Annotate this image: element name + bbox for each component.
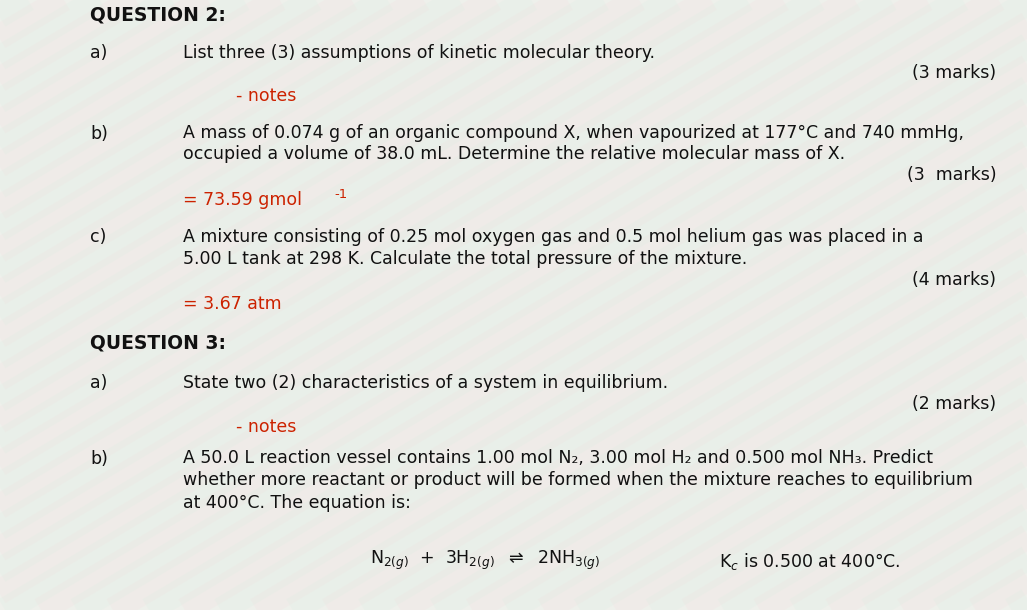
Text: List three (3) assumptions of kinetic molecular theory.: List three (3) assumptions of kinetic mo… bbox=[183, 44, 655, 62]
Text: (2 marks): (2 marks) bbox=[912, 395, 996, 413]
Text: at 400°C. The equation is:: at 400°C. The equation is: bbox=[183, 493, 411, 512]
Text: c): c) bbox=[90, 228, 107, 246]
Text: (3  marks): (3 marks) bbox=[907, 166, 996, 184]
Text: State two (2) characteristics of a system in equilibrium.: State two (2) characteristics of a syste… bbox=[183, 374, 668, 392]
Text: A mass of 0.074 g of an organic compound X, when vapourized at 177°C and 740 mmH: A mass of 0.074 g of an organic compound… bbox=[183, 123, 963, 142]
Text: 5.00 L tank at 298 K. Calculate the total pressure of the mixture.: 5.00 L tank at 298 K. Calculate the tota… bbox=[183, 250, 747, 268]
Text: N$_{2(g)}$  +  3H$_{2(g)}$  $\rightleftharpoons$  2NH$_{3(g)}$: N$_{2(g)}$ + 3H$_{2(g)}$ $\rightleftharp… bbox=[370, 549, 600, 572]
Text: (3 marks): (3 marks) bbox=[912, 63, 996, 82]
Text: - notes: - notes bbox=[236, 87, 297, 105]
Text: b): b) bbox=[90, 125, 108, 143]
Text: QUESTION 3:: QUESTION 3: bbox=[90, 334, 226, 353]
Text: = 3.67 atm: = 3.67 atm bbox=[183, 295, 281, 313]
Text: = 73.59 gmol: = 73.59 gmol bbox=[183, 190, 302, 209]
Text: QUESTION 2:: QUESTION 2: bbox=[90, 5, 226, 24]
Text: A mixture consisting of 0.25 mol oxygen gas and 0.5 mol helium gas was placed in: A mixture consisting of 0.25 mol oxygen … bbox=[183, 228, 923, 246]
Text: whether more reactant or product will be formed when the mixture reaches to equi: whether more reactant or product will be… bbox=[183, 471, 973, 489]
Text: K$_c$ is 0.500 at 400°C.: K$_c$ is 0.500 at 400°C. bbox=[719, 551, 901, 572]
Text: a): a) bbox=[90, 374, 108, 392]
Text: (4 marks): (4 marks) bbox=[912, 271, 996, 289]
Text: occupied a volume of 38.0 mL. Determine the relative molecular mass of X.: occupied a volume of 38.0 mL. Determine … bbox=[183, 145, 845, 163]
Text: b): b) bbox=[90, 450, 108, 468]
Text: - notes: - notes bbox=[236, 418, 297, 436]
Text: A 50.0 L reaction vessel contains 1.00 mol N₂, 3.00 mol H₂ and 0.500 mol NH₃. Pr: A 50.0 L reaction vessel contains 1.00 m… bbox=[183, 448, 933, 467]
Text: a): a) bbox=[90, 44, 108, 62]
Text: -1: -1 bbox=[335, 188, 348, 201]
